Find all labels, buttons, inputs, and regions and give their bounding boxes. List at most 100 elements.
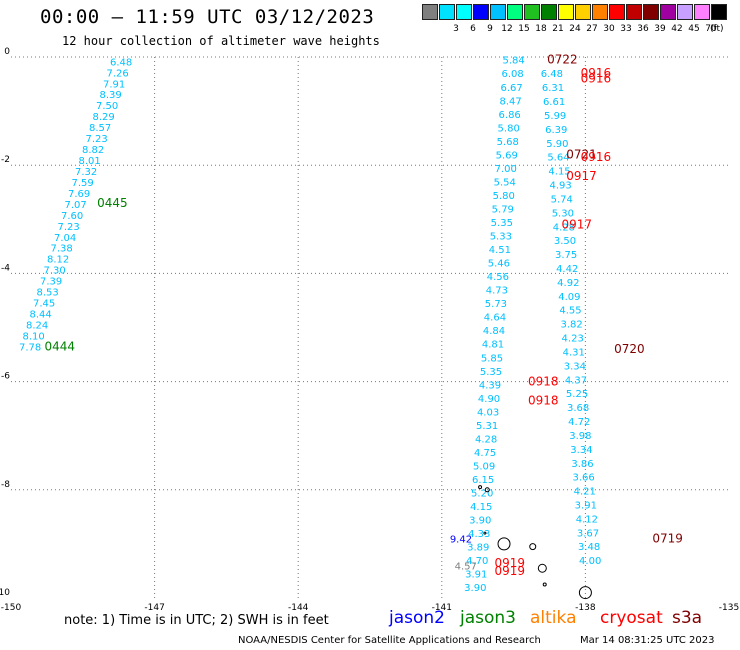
track-west-value: 7.39 [40,277,62,288]
track-right-value: 3.68 [567,403,589,414]
track-right-value: 3.82 [560,320,582,331]
satellite-legend-item: cryosat [600,608,663,628]
scale-label: 36 [637,24,649,34]
lat-tick-label: -10 [0,588,10,598]
track-right-value: 3.50 [554,236,576,247]
track-left-value: 4.28 [475,434,497,445]
lon-tick-label: -141 [432,603,452,613]
pass-time-label: 0719 [652,531,683,545]
track-right-value: 4.72 [568,417,590,428]
lon-tick-label: -135 [719,603,739,613]
scale-label: 3 [453,24,459,34]
footnote: note: 1) Time is in UTC; 2) SWH is in fe… [64,613,329,628]
track-left-value: 5.35 [491,218,513,229]
scale-label: 42 [671,24,683,34]
track-west-value: 8.12 [47,255,69,266]
track-west-value: 7.91 [103,79,125,90]
track-west-value: 7.59 [71,178,93,189]
track-right-value: 4.00 [579,556,601,567]
track-west-value: 7.32 [75,167,97,178]
track-right-value: 4.21 [574,487,596,498]
track-west-value: 8.44 [30,310,52,321]
track-right-value: 4.28 [553,222,575,233]
track-left-value: 5.09 [473,461,495,472]
scale-label: 33 [620,24,632,34]
scale-swatch [694,4,710,20]
track-left-value: 4.56 [487,272,509,283]
track-right-value: 4.31 [563,347,585,358]
track-left-value: 5.73 [485,299,507,310]
scale-swatch [422,4,438,20]
track-left-value: 5.85 [481,353,503,364]
lat-tick-label: 0 [4,47,10,57]
scale-unit: (ft) [710,24,724,34]
track-left-value: 5.33 [490,232,512,243]
track-west-value: 7.30 [43,266,65,277]
island-outline [542,582,547,587]
scale-swatch [660,4,676,20]
track-right-value: 5.30 [552,208,574,219]
track-west-value: 7.78 [19,342,41,353]
track-west-value: 8.57 [89,123,111,134]
scale-label: 45 [688,24,700,34]
track-left-value: 6.15 [472,475,494,486]
track-right-value: 5.99 [544,111,566,122]
track-left-value: 4.15 [470,502,492,513]
satellite-legend-item: s3a [672,608,703,628]
track-right-value: 5.90 [546,139,568,150]
track-west-value: 8.24 [26,321,48,332]
track-right-value: 4.55 [559,306,581,317]
pass-time-label: 0919 [494,556,525,570]
island-outline [478,485,483,490]
track-west-value: 7.23 [57,222,79,233]
satellite-legend-item: altika [530,608,577,628]
track-left-value: 6.67 [501,83,523,94]
track-right-value: 5.64 [547,153,569,164]
track-right-value: 6.48 [541,69,563,80]
track-left-value: 3.90 [469,516,491,527]
track-west-value: 7.23 [85,134,107,145]
track-left-value: 4.70 [466,556,488,567]
track-left-value: 5.68 [497,137,519,148]
track-left-value: 6.86 [499,110,521,121]
track-left-value: 3.90 [464,583,486,594]
track-west-value: 8.82 [82,145,104,156]
track-left-value: 4.51 [489,245,511,256]
lon-tick-label: -138 [575,603,596,613]
scale-label: 12 [501,24,513,34]
track-left-value: 3.89 [467,543,489,554]
track-right-value: 3.34 [564,361,586,372]
scale-swatch [643,4,659,20]
scale-swatch [626,4,642,20]
lat-tick-label: -2 [1,155,10,165]
track-left-value: 8.47 [500,96,522,107]
page-subtitle: 12 hour collection of altimeter wave hei… [62,34,380,48]
pass-time-label: 0916 [581,72,612,86]
track-right-value: 6.39 [545,125,567,136]
scale-label: 30 [603,24,615,34]
lat-tick-label: -4 [1,263,10,273]
island-outline [537,563,547,573]
scale-swatch [507,4,523,20]
scale-swatch [524,4,540,20]
scale-label: 39 [654,24,666,34]
scale-label: 70 [705,24,717,34]
island-outline [484,487,490,493]
track-west-value: 8.39 [99,90,121,101]
track-right-value: 3.86 [571,459,593,470]
track-left-value: 4.33 [468,529,490,540]
track-right-value: 4.42 [556,264,578,275]
island-outline [483,531,487,535]
track-west-value: 7.38 [50,244,72,255]
pass-time-label: 0916 [581,150,612,164]
track-right-value: 4.92 [557,278,579,289]
satellite-legend-item: jason2 [389,608,445,628]
track-west-value: 8.53 [37,288,59,299]
track-left-value: 4.64 [484,313,506,324]
track-right-value: 3.98 [569,431,591,442]
track-left-value: 5.69 [496,150,518,161]
track-right-value: 4.12 [576,514,598,525]
scale-swatch [473,4,489,20]
track-west-value: 7.07 [64,200,86,211]
